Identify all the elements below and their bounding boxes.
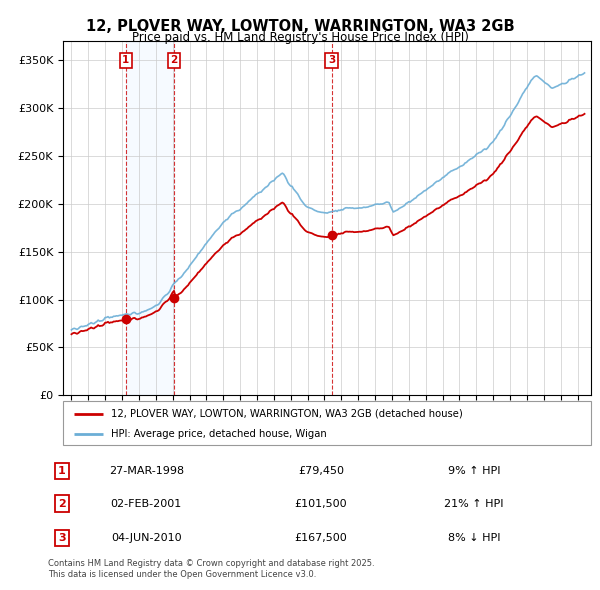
Text: £79,450: £79,450 [298,466,344,476]
Text: £101,500: £101,500 [295,499,347,509]
Text: 2: 2 [170,55,178,65]
Text: 2: 2 [58,499,65,509]
Text: 1: 1 [58,466,65,476]
Text: Contains HM Land Registry data © Crown copyright and database right 2025.
This d: Contains HM Land Registry data © Crown c… [48,559,374,579]
Text: 9% ↑ HPI: 9% ↑ HPI [448,466,500,476]
Text: 3: 3 [58,533,65,543]
Bar [126,41,174,395]
Text: 02-FEB-2001: 02-FEB-2001 [110,499,182,509]
Text: 12, PLOVER WAY, LOWTON, WARRINGTON, WA3 2GB (detached house): 12, PLOVER WAY, LOWTON, WARRINGTON, WA3 … [110,409,462,418]
Text: 21% ↑ HPI: 21% ↑ HPI [444,499,503,509]
Text: Price paid vs. HM Land Registry's House Price Index (HPI): Price paid vs. HM Land Registry's House … [131,31,469,44]
Text: 12, PLOVER WAY, LOWTON, WARRINGTON, WA3 2GB: 12, PLOVER WAY, LOWTON, WARRINGTON, WA3 … [86,19,514,34]
Text: HPI: Average price, detached house, Wigan: HPI: Average price, detached house, Wiga… [110,430,326,440]
Text: 04-JUN-2010: 04-JUN-2010 [111,533,182,543]
FancyBboxPatch shape [63,401,591,445]
Text: 8% ↓ HPI: 8% ↓ HPI [448,533,500,543]
Text: 27-MAR-1998: 27-MAR-1998 [109,466,184,476]
Text: 1: 1 [122,55,130,65]
Text: 3: 3 [328,55,335,65]
Text: £167,500: £167,500 [295,533,347,543]
